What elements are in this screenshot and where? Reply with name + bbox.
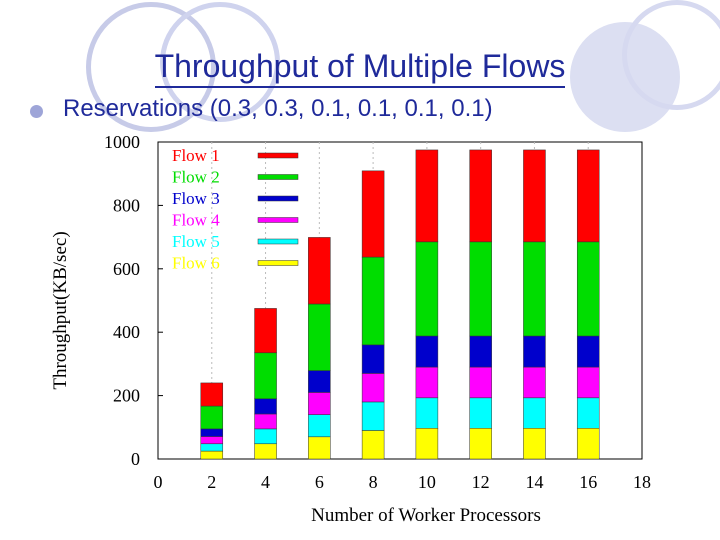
bar-segment	[523, 149, 546, 243]
bar-segment	[576, 149, 600, 243]
legend-swatch	[257, 152, 299, 159]
x-tick-label: 16	[579, 472, 597, 492]
x-tick-label: 18	[633, 472, 651, 492]
legend-label: Flow 1	[172, 146, 220, 165]
bar-segment	[361, 170, 385, 258]
x-tick-label: 4	[261, 472, 270, 492]
bar-segment	[361, 344, 385, 374]
bar-segment	[200, 443, 224, 452]
bar-segment	[200, 405, 224, 430]
bar-segment	[523, 335, 546, 368]
x-tick-label: 10	[418, 472, 436, 492]
bar-segment	[308, 414, 331, 438]
bullet-text: Reservations (0.3, 0.3, 0.1, 0.1, 0.1, 0…	[63, 95, 493, 122]
y-tick-label: 0	[131, 449, 140, 469]
legend-label: Flow 5	[172, 232, 220, 251]
x-tick-label: 6	[315, 472, 324, 492]
bar-segment	[415, 335, 439, 368]
decor-ring	[622, 0, 720, 110]
bar-segment	[200, 450, 224, 460]
bar-segment	[469, 149, 492, 243]
bar-segment	[415, 428, 439, 460]
bar-segment	[469, 428, 492, 460]
stacked-bar-chart: 0 2 4 6 8 10 12 14 16 18 0 200 400 600 800 1000 Number o…	[50, 132, 651, 526]
bar-segment	[308, 370, 331, 393]
legend-swatch	[257, 217, 299, 223]
legend-label: Flow 3	[172, 189, 220, 208]
bar-segment	[415, 149, 439, 243]
bar-segment	[523, 241, 546, 337]
bar-segment	[254, 428, 277, 445]
bar-segment	[415, 241, 439, 337]
bar-segment	[254, 443, 277, 460]
y-tick-label: 400	[113, 322, 140, 342]
bar-segment	[254, 352, 277, 400]
bar-segment	[254, 398, 277, 415]
legend-swatch	[257, 260, 299, 266]
legend-swatch	[257, 238, 299, 245]
x-tick-label: 8	[369, 472, 378, 492]
bar-segment	[415, 397, 439, 429]
bar-segment	[576, 428, 600, 460]
x-tick-label: 12	[472, 472, 490, 492]
bar-segment	[308, 392, 331, 415]
bar-segment	[469, 397, 492, 429]
bar-segment	[576, 397, 600, 429]
bar-segment	[523, 366, 546, 399]
bar-segment	[361, 430, 385, 460]
x-tick-label: 14	[525, 472, 543, 492]
bar-segment	[576, 335, 600, 368]
bar-segment	[200, 436, 224, 445]
bar-segment	[308, 303, 331, 371]
y-tick-label: 200	[113, 386, 140, 406]
plot-frame	[157, 141, 643, 460]
slide-title-text: Throughput of Multiple Flows	[154, 48, 566, 88]
bar-segment	[308, 436, 331, 460]
legend-swatch	[257, 195, 299, 202]
bar-segment	[361, 373, 385, 403]
legend-swatch	[257, 174, 299, 180]
bar-segment	[200, 382, 224, 407]
x-axis-label: Number of Worker Processors	[311, 505, 541, 526]
bar-segment	[469, 241, 492, 337]
bar-segment	[308, 237, 331, 305]
legend-label: Flow 4	[172, 211, 220, 230]
bar-segment	[523, 428, 546, 460]
bar-segment	[361, 401, 385, 431]
y-tick-label: 800	[113, 195, 140, 215]
bar-segment	[523, 397, 546, 429]
y-axis-label: Throughput(KB/sec)	[50, 231, 71, 389]
bar-segment	[576, 241, 600, 337]
bullet-icon	[30, 105, 43, 118]
bar-segment	[361, 256, 385, 346]
bar-segment	[469, 335, 492, 368]
y-tick-label: 600	[113, 259, 140, 279]
x-tick-label: 0	[154, 472, 163, 492]
y-tick-label: 1000	[104, 132, 140, 152]
slide-title: Throughput of Multiple Flows	[0, 48, 720, 88]
bar-segment	[469, 366, 492, 399]
bar-segment	[415, 366, 439, 399]
legend-label: Flow 6	[172, 254, 220, 273]
bar-segment	[254, 308, 277, 354]
legend-label: Flow 2	[172, 168, 220, 187]
decor-ring	[160, 2, 280, 122]
bar-segment	[254, 413, 277, 430]
x-tick-label: 2	[207, 472, 216, 492]
bar-segment	[576, 366, 600, 399]
bar-segment	[200, 428, 224, 437]
